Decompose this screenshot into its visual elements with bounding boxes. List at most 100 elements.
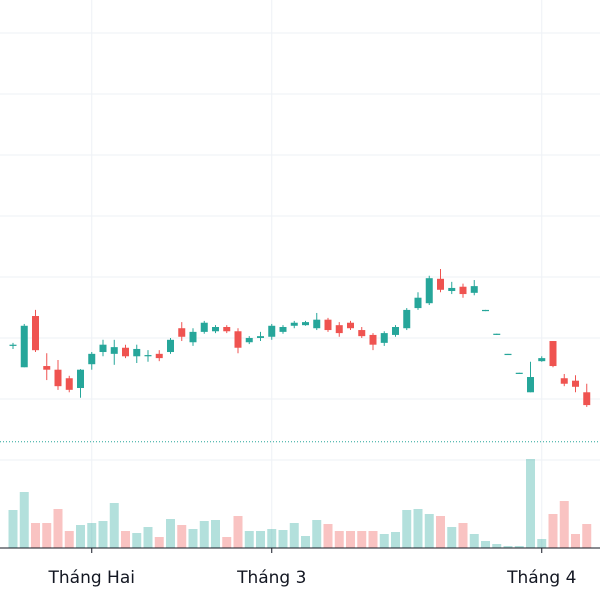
candle-body [369, 334, 377, 345]
candle-body [133, 348, 141, 357]
candle-body [358, 330, 366, 337]
x-tick-label: Tháng Hai [48, 568, 135, 588]
candle-body [279, 326, 287, 332]
candle-body [459, 286, 467, 295]
candle-body [223, 326, 231, 332]
volume-bar [64, 531, 74, 548]
volume-bar [357, 531, 367, 548]
x-tick-label: Tháng 4 [506, 568, 576, 588]
candle-body [437, 278, 444, 290]
volume-bar [537, 539, 547, 548]
volume-bar [301, 536, 310, 548]
candle-body [425, 278, 433, 304]
candle-body [515, 372, 523, 374]
candle-body [43, 366, 51, 370]
volume-bar [98, 521, 108, 548]
candle-body [122, 347, 129, 357]
candle-body [77, 369, 84, 389]
volume-bar [211, 520, 220, 548]
candle-body [32, 316, 39, 351]
volume-bar [379, 534, 389, 548]
volume-bar [582, 524, 592, 548]
volume-bar [76, 525, 85, 548]
candle-body [560, 378, 568, 384]
candle-body [144, 355, 152, 357]
volume-bar [256, 531, 265, 548]
volume-bar [526, 459, 535, 548]
volume-bar [571, 534, 580, 548]
volume-bar [346, 531, 355, 548]
volume-bar [413, 509, 423, 548]
volume-bar [19, 492, 29, 548]
volume-bar [469, 534, 479, 548]
candle-body [257, 336, 264, 338]
volume-bar [278, 530, 288, 548]
volume-bar [87, 523, 97, 548]
volume-bar [143, 527, 153, 548]
candle-body [234, 331, 242, 348]
x-tick-label: Tháng 3 [236, 568, 306, 588]
volume-bar [267, 529, 277, 548]
volume-bar [199, 521, 209, 548]
volume-bar [312, 520, 322, 548]
candle-body [155, 353, 163, 359]
volume-bar [121, 531, 130, 548]
candle-body [470, 286, 478, 293]
candle-body [572, 380, 579, 387]
candle-body [392, 326, 399, 335]
candle-body [583, 392, 591, 406]
volume-bar [458, 523, 468, 548]
volume-bar [222, 537, 232, 548]
candle-body [20, 325, 28, 368]
volume-bar [548, 514, 558, 548]
candle-body [167, 339, 174, 353]
volume-bar [492, 544, 502, 548]
candle-body [335, 325, 343, 334]
candle-body [290, 322, 298, 326]
volume-bar [334, 531, 344, 548]
volume-bar [188, 529, 198, 548]
candle-body [493, 333, 501, 335]
volume-bar [42, 523, 52, 548]
candle-body [65, 378, 73, 390]
volume-bar [154, 537, 164, 548]
candle-body [9, 344, 17, 346]
candle-body [504, 353, 512, 356]
candle-body [110, 347, 118, 354]
candle-body [245, 337, 253, 343]
candle-body [380, 333, 388, 343]
volume-bar [289, 523, 299, 548]
volume-bar [323, 524, 333, 548]
candle-body [302, 322, 309, 326]
volume-bar [233, 516, 243, 548]
volume-bar [244, 531, 254, 548]
volume-bar [559, 501, 569, 548]
volume-bar [481, 541, 490, 548]
candle-body [324, 319, 332, 331]
candle-body [178, 328, 186, 337]
volume-bar [368, 531, 378, 548]
candle-body [212, 326, 219, 332]
volume-bar [503, 546, 513, 548]
volume-bar [402, 510, 412, 548]
volume-bar [436, 516, 445, 548]
volume-bar [8, 510, 18, 548]
volume-bar [447, 527, 457, 548]
volume-bar [177, 525, 187, 548]
candle-body [527, 377, 534, 393]
volume-bar [109, 503, 119, 548]
candle-body [268, 325, 276, 337]
candle-body [549, 341, 557, 367]
candle-body [88, 353, 96, 365]
candle-body [200, 322, 208, 332]
candle-body [538, 358, 546, 362]
candle-body [448, 287, 456, 292]
candle-body [313, 319, 321, 329]
candle-body [414, 297, 422, 309]
volume-bar [391, 532, 400, 548]
volume-bar [166, 519, 175, 548]
volume-bar [514, 546, 524, 548]
candle-body [482, 309, 489, 312]
volume-bar [31, 523, 40, 548]
